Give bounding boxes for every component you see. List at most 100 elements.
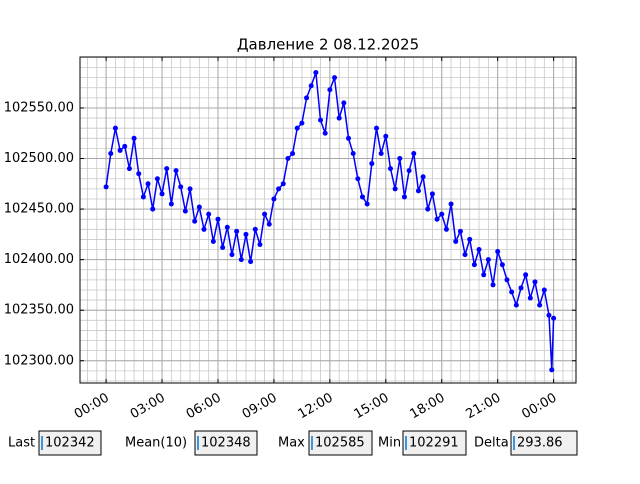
data-point <box>429 191 435 197</box>
data-point <box>359 194 365 200</box>
data-point <box>387 166 393 172</box>
data-point <box>159 191 165 197</box>
data-point <box>378 150 384 156</box>
data-point <box>549 367 555 373</box>
data-point <box>220 245 226 251</box>
data-point <box>178 184 184 190</box>
data-point <box>243 231 249 237</box>
data-point <box>140 194 146 200</box>
data-point <box>182 208 188 214</box>
data-point <box>290 150 296 156</box>
data-point <box>187 186 193 192</box>
stat-value: 102291 <box>409 436 459 451</box>
data-point <box>280 181 286 187</box>
data-point <box>392 186 398 192</box>
y-tick-label: 102300.00 <box>4 353 74 368</box>
data-point <box>481 272 487 278</box>
data-point <box>364 201 370 207</box>
data-point <box>495 249 501 255</box>
stat-box <box>510 430 578 456</box>
data-point <box>467 236 473 242</box>
x-tick-label: 03:00 <box>128 391 168 423</box>
data-point <box>336 115 342 121</box>
data-point <box>322 130 328 136</box>
plot-frame <box>79 56 577 384</box>
data-point <box>439 211 445 217</box>
data-point <box>327 87 333 93</box>
data-point <box>332 75 338 81</box>
data-point <box>276 186 282 192</box>
data-point <box>266 221 272 227</box>
data-point <box>150 206 156 212</box>
data-point <box>513 302 519 308</box>
data-point <box>397 156 403 162</box>
data-point <box>192 218 198 224</box>
data-point <box>299 120 305 126</box>
y-tick-label: 102550.00 <box>4 100 74 115</box>
data-point <box>196 204 202 210</box>
y-tick-label: 102450.00 <box>4 202 74 217</box>
data-point <box>252 226 258 232</box>
x-tick-label: 00:00 <box>72 391 112 423</box>
x-tick-label: 18:00 <box>408 391 448 423</box>
data-point <box>471 262 477 268</box>
x-tick-label: 12:00 <box>296 391 336 423</box>
data-point <box>215 216 221 222</box>
data-point <box>318 117 324 123</box>
data-point <box>504 277 510 283</box>
data-point <box>294 125 300 131</box>
stat-label: Max <box>278 436 305 451</box>
data-point <box>112 125 118 131</box>
data-point <box>248 259 254 265</box>
data-point <box>373 125 379 131</box>
data-point <box>369 161 375 167</box>
data-point <box>224 224 230 230</box>
data-point <box>415 188 421 194</box>
data-point <box>355 176 361 182</box>
data-point <box>285 156 291 162</box>
data-point <box>383 133 389 139</box>
x-tick-label: 15:00 <box>352 391 392 423</box>
data-point <box>238 257 244 263</box>
data-point <box>537 302 543 308</box>
stat-label: Delta <box>474 436 509 451</box>
data-point <box>523 272 529 278</box>
data-point <box>206 211 212 217</box>
data-point <box>131 135 137 141</box>
data-point <box>401 194 407 200</box>
data-point <box>551 315 557 321</box>
data-point <box>509 289 515 295</box>
data-point <box>476 247 482 253</box>
data-point <box>154 176 160 182</box>
data-point <box>457 228 463 234</box>
data-point <box>499 262 505 268</box>
data-point <box>257 241 263 247</box>
data-point <box>411 150 417 156</box>
data-point <box>308 83 314 89</box>
stat-label: Mean(10) <box>125 436 187 451</box>
stat-box <box>194 430 258 456</box>
x-tick-label: 06:00 <box>184 391 224 423</box>
data-point <box>262 211 268 217</box>
data-point <box>136 171 142 177</box>
x-tick-label: 09:00 <box>240 391 280 423</box>
stat-label: Last <box>8 436 35 451</box>
data-point <box>462 252 468 258</box>
data-point <box>485 257 491 263</box>
data-point <box>453 238 459 244</box>
data-point <box>443 226 449 232</box>
data-point <box>126 166 132 172</box>
data-point <box>234 228 240 234</box>
stat-label: Min <box>378 436 401 451</box>
stat-box <box>38 430 102 456</box>
data-point <box>406 168 412 174</box>
chart-title: Давление 2 08.12.2025 <box>237 36 419 54</box>
data-point <box>117 147 123 153</box>
data-point <box>546 312 552 318</box>
data-point <box>168 201 174 207</box>
data-point <box>164 166 170 172</box>
data-point <box>532 279 538 285</box>
stat-value: 293.86 <box>517 436 563 451</box>
data-point <box>541 287 547 293</box>
